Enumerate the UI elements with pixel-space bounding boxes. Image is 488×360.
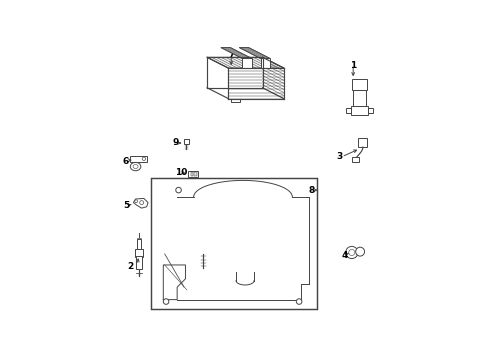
Circle shape — [348, 249, 354, 256]
Circle shape — [345, 246, 357, 258]
Text: 1: 1 — [349, 61, 356, 70]
Text: 7: 7 — [227, 50, 234, 59]
Bar — [352, 157, 359, 162]
Bar — [130, 156, 146, 162]
Bar — [136, 256, 142, 269]
Ellipse shape — [130, 162, 141, 171]
Text: 6: 6 — [122, 157, 128, 166]
Bar — [352, 90, 365, 105]
Text: 5: 5 — [123, 201, 129, 210]
Circle shape — [355, 247, 364, 256]
Ellipse shape — [133, 165, 138, 168]
Bar — [135, 249, 143, 257]
Bar — [191, 172, 193, 176]
Text: 10: 10 — [174, 168, 186, 177]
Text: 2: 2 — [127, 262, 134, 271]
Text: 3: 3 — [336, 152, 342, 161]
Polygon shape — [260, 58, 269, 68]
Polygon shape — [262, 57, 284, 99]
Polygon shape — [133, 198, 148, 208]
Bar — [194, 172, 196, 176]
Bar — [137, 239, 141, 250]
Circle shape — [175, 187, 181, 193]
Bar — [351, 79, 366, 90]
Circle shape — [135, 200, 137, 203]
Text: 4: 4 — [341, 251, 347, 260]
Bar — [150, 177, 317, 309]
Bar — [367, 108, 372, 113]
Text: 8: 8 — [308, 186, 314, 195]
Polygon shape — [207, 57, 284, 68]
Bar — [358, 138, 366, 147]
Polygon shape — [228, 68, 284, 99]
Polygon shape — [242, 58, 251, 68]
Circle shape — [163, 299, 168, 304]
Polygon shape — [231, 99, 239, 102]
Bar — [346, 108, 350, 113]
Text: 9: 9 — [172, 139, 178, 148]
Bar — [183, 139, 189, 144]
Polygon shape — [239, 48, 269, 58]
Bar — [187, 171, 198, 177]
Circle shape — [140, 201, 143, 204]
Polygon shape — [221, 48, 251, 58]
Circle shape — [142, 157, 145, 161]
Circle shape — [296, 299, 301, 304]
Bar — [350, 105, 367, 115]
